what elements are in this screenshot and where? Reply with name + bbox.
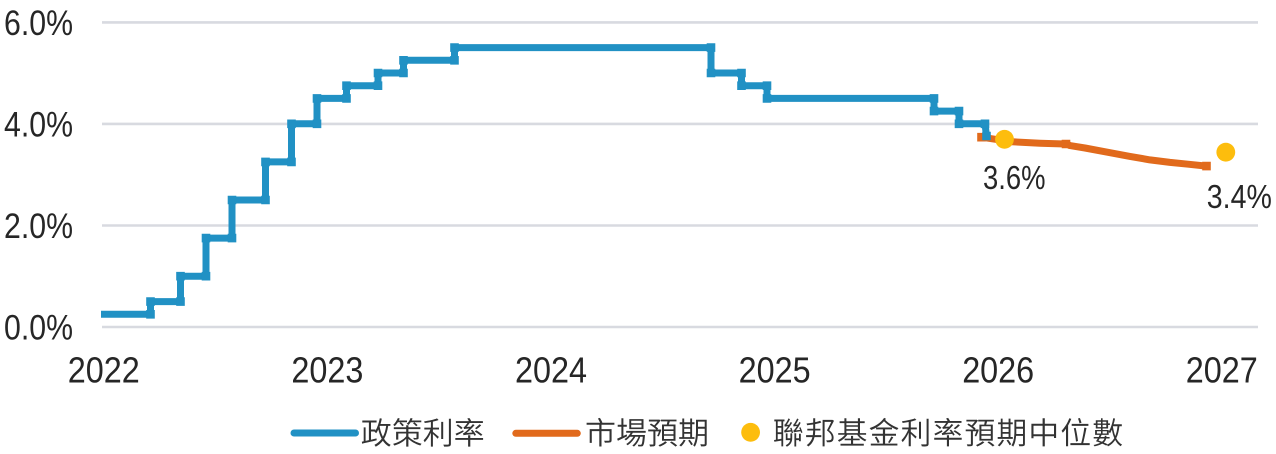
svg-text:3.4%: 3.4% [1207, 179, 1272, 216]
svg-text:2025: 2025 [739, 350, 811, 391]
svg-text:2.0%: 2.0% [4, 207, 73, 246]
svg-text:2024: 2024 [515, 350, 587, 391]
svg-text:4.0%: 4.0% [4, 106, 73, 145]
svg-text:0.0%: 0.0% [4, 309, 73, 348]
svg-text:2026: 2026 [962, 350, 1034, 391]
svg-text:2022: 2022 [68, 350, 140, 391]
svg-text:6.0%: 6.0% [4, 4, 73, 43]
svg-text:2023: 2023 [291, 350, 363, 391]
svg-text:3.6%: 3.6% [983, 160, 1046, 197]
svg-text:2027: 2027 [1186, 350, 1258, 391]
